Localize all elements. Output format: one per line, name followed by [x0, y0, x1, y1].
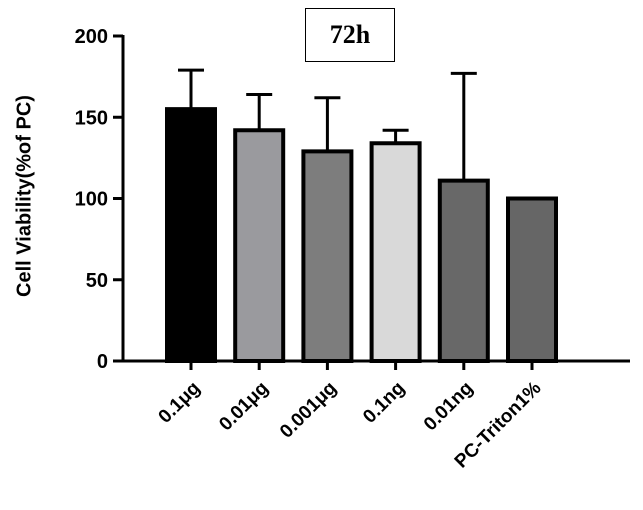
- bar: [165, 107, 217, 363]
- y-tick-label: 150: [75, 107, 108, 129]
- x-tick-label: 0.001μg: [276, 378, 341, 443]
- bar: [301, 149, 354, 363]
- error-bars: [178, 68, 477, 181]
- x-tick-label: 0.1ng: [359, 378, 409, 428]
- y-tick-label: 50: [86, 270, 108, 292]
- y-axis: 0 50 100 150 200: [75, 26, 125, 373]
- chart-title: 72h: [305, 8, 395, 62]
- x-tick-label: 0.01μg: [215, 378, 272, 435]
- y-tick-label: 100: [75, 189, 108, 211]
- x-tick-label: 0.1μg: [155, 378, 205, 428]
- bar: [437, 178, 490, 363]
- x-tick-label: 0.01ng: [420, 378, 477, 435]
- bars: [165, 107, 558, 363]
- y-tick-label: 200: [75, 26, 108, 48]
- y-tick-label: 0: [97, 351, 108, 373]
- bar: [233, 128, 286, 363]
- bar: [506, 196, 558, 363]
- bar: [369, 141, 422, 363]
